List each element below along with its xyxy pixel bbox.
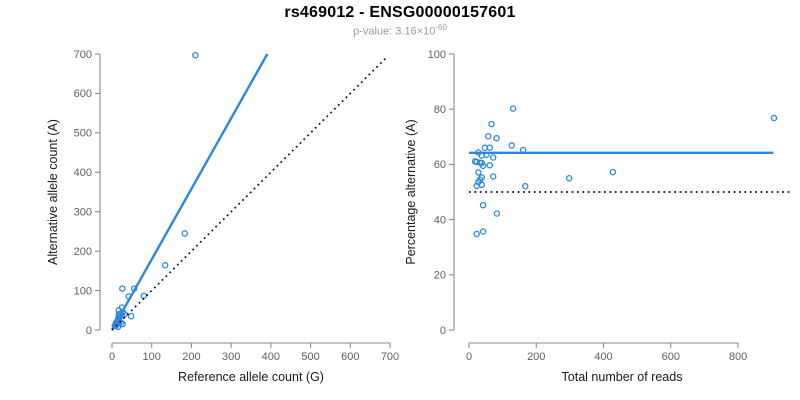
data-point [565,174,573,182]
data-point [489,173,497,180]
y-axis-label: Alternative allele count (A) [46,119,60,265]
data-point [479,162,487,170]
x-tick-label: 500 [301,351,319,363]
x-axis-label: Total number of reads [562,370,683,384]
p-value-subtitle: p-value: 3.16×10-60 [0,23,800,38]
data-point [493,134,500,142]
x-tick-label: 200 [182,351,200,363]
data-point [488,120,495,128]
y-tick-label: 40 [434,214,446,226]
data-point [475,169,482,176]
data-point [117,319,125,326]
data-point [509,105,517,112]
p-value-exponent: -60 [435,23,447,32]
data-point [508,142,515,149]
y-tick-label: 200 [74,246,92,258]
left-scatter-plot: 0 100 200 300 400 500 600 700 0 100 200 300 400 500 60… [46,49,399,384]
x-axis-label: Reference allele count (G) [178,370,324,384]
y-tick-label: 60 [434,159,446,171]
data-point [493,210,501,217]
figure-title: rs469012 - ENSG00000157601 [284,4,516,21]
x-tick-label: 300 [222,351,240,363]
y-tick-label: 100 [428,49,446,61]
p-value-base: p-value: 3.16×10 [353,25,436,38]
y-axis-label: Percentage alternative (A) [404,119,418,264]
data-point [770,114,778,122]
x-tick-label: 600 [662,351,680,363]
data-point [479,228,487,235]
figure-header: rs469012 - ENSG00000157601 p-value: 3.16… [0,4,800,38]
x-tick-label: 400 [594,351,612,363]
y-tick-label: 400 [74,167,92,179]
data-point [119,320,126,328]
data-point [486,161,494,169]
data-point [486,144,494,151]
x-tick-label: 0 [109,351,115,363]
x-tick-label: 0 [466,351,472,363]
y-tick-label: 20 [434,270,446,282]
data-point [140,292,148,299]
x-tick-label: 200 [527,351,545,363]
data-point [192,51,199,59]
y-tick-label: 600 [74,88,92,100]
data-point [119,285,126,292]
identity-line [111,56,388,331]
y-tick-label: 100 [74,285,92,297]
x-tick-label: 800 [729,351,747,363]
data-point [114,323,122,331]
right-scatter-plot: 0 20 40 60 80 100 0 200 400 600 800 Total number of… [404,49,792,384]
y-tick-label: 500 [74,128,92,140]
data-point [127,312,135,320]
x-tick-label: 400 [262,351,280,363]
y-tick-label: 0 [86,325,92,337]
data-point [161,262,169,269]
x-tick-label: 700 [381,351,399,363]
data-point [521,182,529,190]
data-point [473,230,480,238]
data-point [609,168,617,176]
data-point [489,154,497,161]
y-tick-label: 80 [434,104,446,116]
data-point [484,132,492,140]
y-tick-label: 300 [74,207,92,219]
x-tick-label: 600 [341,351,359,363]
y-tick-label: 0 [440,325,446,337]
y-tick-label: 700 [74,49,92,61]
regression-line [110,53,269,331]
data-point [181,230,188,237]
data-point [478,181,486,189]
data-point [479,201,487,209]
x-tick-label: 100 [143,351,161,363]
